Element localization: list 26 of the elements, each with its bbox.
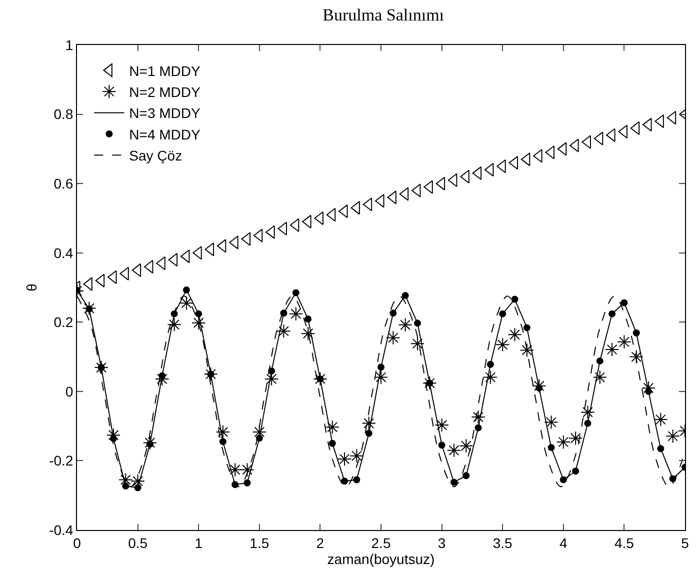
legend-label: N=2 MDDY [129, 84, 202, 100]
y-tick-label: 0.8 [54, 106, 74, 122]
x-tick-label: 1.5 [250, 534, 270, 551]
y-tick-label: 0.6 [54, 175, 74, 192]
y-tick-label: 0.4 [54, 244, 74, 261]
y-tick-label: -0.4 [49, 522, 74, 538]
x-tick-label: 2.5 [371, 534, 391, 551]
x-tick-label: 2 [316, 534, 324, 551]
legend-label: Say Çöz [129, 148, 182, 164]
y-tick-label: 0 [65, 383, 74, 400]
chart-title: Burulma Salınımı [322, 6, 444, 25]
x-axis-title: zaman(boyutsuz) [327, 551, 435, 568]
x-tick-label: 1 [194, 534, 203, 551]
x-tick-label: 5 [681, 534, 690, 551]
legend-label: N=3 MDDY [129, 105, 202, 122]
legend-label: N=4 MDDY [129, 126, 202, 142]
legend-label: N=1 MDDY [129, 62, 202, 79]
x-tick-label: 0.5 [128, 534, 148, 551]
y-axis-title: θ [24, 283, 40, 292]
x-tick-label: 3 [438, 534, 446, 551]
y-tick-label: 0.2 [54, 314, 74, 330]
y-tick-label: 1 [65, 36, 74, 53]
y-tick-label: -0.2 [49, 452, 74, 469]
x-tick-label: 4.5 [614, 534, 634, 551]
x-tick-label: 3.5 [492, 534, 513, 551]
x-tick-label: 4 [560, 534, 568, 551]
